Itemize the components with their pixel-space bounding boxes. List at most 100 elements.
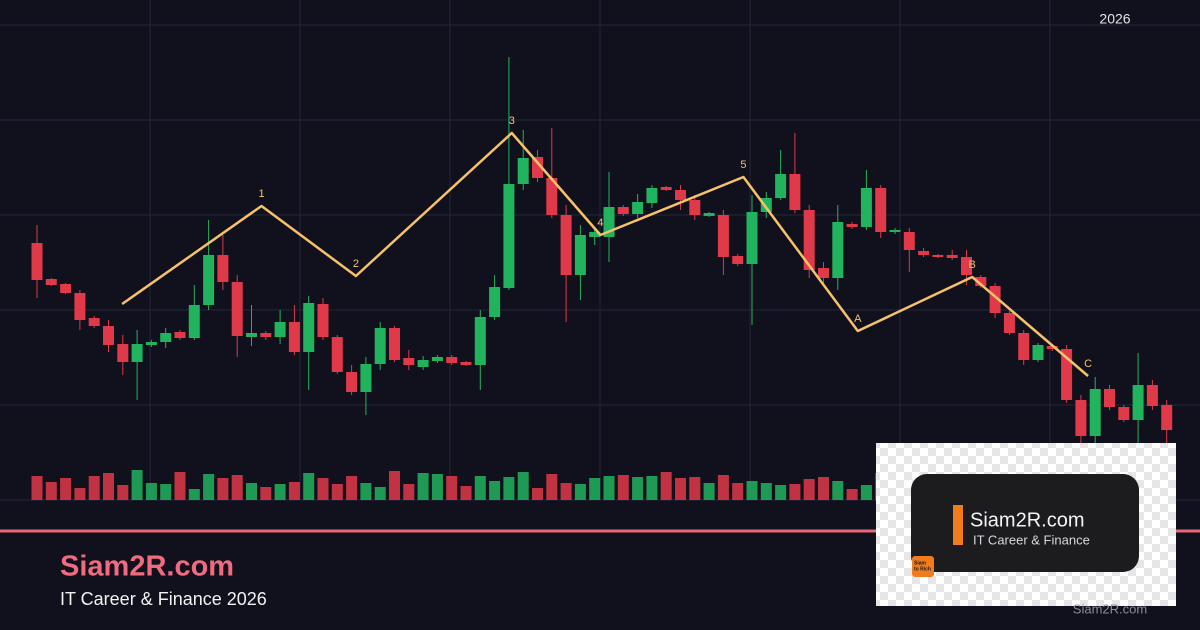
candle-body xyxy=(660,187,672,190)
volume-bar xyxy=(217,478,229,500)
volume-bar xyxy=(331,484,343,500)
candle-body xyxy=(574,235,586,275)
candle-body xyxy=(45,279,57,285)
candle-body xyxy=(903,232,915,250)
watermark: Siam2R.com xyxy=(1073,601,1147,616)
candle-body xyxy=(1161,405,1173,430)
candle-body xyxy=(246,333,257,337)
candle-body xyxy=(188,305,200,338)
volume-bar xyxy=(288,482,300,500)
candle-body xyxy=(989,286,1001,313)
candle-body xyxy=(546,178,558,215)
candle-body xyxy=(145,342,157,345)
candle-body xyxy=(317,304,329,337)
candle-body xyxy=(603,207,615,237)
candle-body xyxy=(589,232,601,237)
wave-label: 1 xyxy=(258,188,264,200)
volume-bar xyxy=(732,483,744,500)
volume-bar xyxy=(503,477,515,500)
wave-label: A xyxy=(854,313,862,325)
candle-body xyxy=(88,318,100,326)
volume-bar xyxy=(546,474,558,500)
candle-body xyxy=(460,362,472,365)
wave-label: 4 xyxy=(597,217,603,229)
volume-bar xyxy=(403,484,415,500)
wave-label: 5 xyxy=(740,159,746,171)
wave-label: C xyxy=(1084,358,1092,370)
candle-body xyxy=(775,174,787,198)
volume-bar xyxy=(246,483,257,500)
candle-body xyxy=(961,257,972,275)
candle-body xyxy=(617,207,629,214)
candle-body xyxy=(646,188,658,203)
candle-body xyxy=(703,213,715,216)
site-name: Siam2R.com xyxy=(60,551,234,583)
candle-body xyxy=(431,357,443,361)
candle-body xyxy=(1146,385,1158,406)
volume-bar xyxy=(74,488,86,500)
candle-body xyxy=(1104,389,1115,407)
volume-bar xyxy=(145,483,157,500)
volume-bar xyxy=(574,484,586,500)
candle-body xyxy=(746,212,758,264)
candle-body xyxy=(117,344,129,362)
volume-bar xyxy=(760,483,772,500)
volume-bar xyxy=(117,485,129,500)
volume-bar xyxy=(446,476,458,500)
volume-bar xyxy=(846,489,858,500)
candle-body xyxy=(346,372,358,392)
volume-bar xyxy=(617,475,629,500)
logo-bar xyxy=(953,505,963,545)
candle-body xyxy=(760,198,772,212)
volume-bar xyxy=(832,481,844,500)
candle-body xyxy=(875,188,887,232)
candle-body xyxy=(975,277,987,286)
candle-body xyxy=(260,333,272,337)
volume-bar xyxy=(560,483,572,500)
candle-body xyxy=(1132,385,1144,420)
candle-body xyxy=(74,293,86,320)
volume-bar xyxy=(317,478,329,500)
candle-body xyxy=(1003,313,1015,333)
volume-bar xyxy=(374,487,386,500)
volume-bar xyxy=(474,476,486,500)
volume-bar xyxy=(103,473,114,500)
candle-body xyxy=(932,255,944,257)
candle-body xyxy=(103,326,114,345)
candle-body xyxy=(789,174,801,210)
card-subtitle: IT Career & Finance xyxy=(973,532,1090,547)
candle-body xyxy=(832,222,844,278)
candle-body xyxy=(860,188,872,227)
volume-bar xyxy=(274,484,286,500)
candle-body xyxy=(1089,389,1101,436)
candle-body xyxy=(60,284,72,293)
volume-bar xyxy=(646,476,658,500)
volume-bar xyxy=(431,474,443,500)
candle-body xyxy=(474,317,486,365)
candle-body xyxy=(717,215,729,257)
candle-body xyxy=(1118,407,1130,420)
volume-bar xyxy=(417,473,429,500)
volume-bar xyxy=(174,472,186,500)
volume-bar xyxy=(775,485,787,500)
volume-bar xyxy=(632,477,644,500)
volume-bar xyxy=(303,473,315,500)
candle-body xyxy=(446,357,458,363)
tagline: IT Career & Finance 2026 xyxy=(60,589,267,609)
icon-text: to Rich xyxy=(914,566,931,572)
candle-body xyxy=(818,268,829,278)
volume-bar xyxy=(517,472,529,500)
wave-label: 3 xyxy=(509,115,515,127)
volume-bar xyxy=(231,475,243,500)
logo-card xyxy=(911,474,1139,572)
candle-body xyxy=(846,224,858,227)
candle-body xyxy=(1061,349,1073,400)
candle-body xyxy=(689,200,701,215)
candle-body xyxy=(217,255,229,282)
volume-bar xyxy=(717,475,729,500)
volume-bar xyxy=(131,470,143,500)
candle-body xyxy=(560,215,572,275)
volume-bar xyxy=(689,477,701,500)
candle-body xyxy=(489,287,501,317)
volume-bar xyxy=(489,481,501,500)
